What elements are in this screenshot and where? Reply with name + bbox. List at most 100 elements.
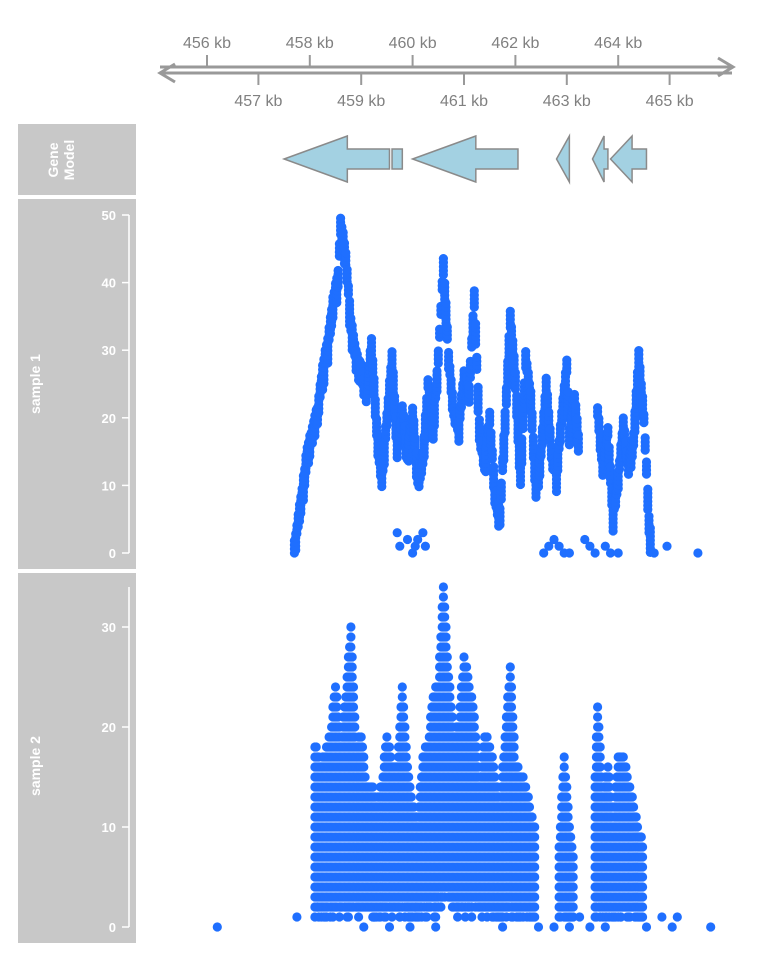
data-point: [526, 387, 536, 397]
y-tick-label: 20: [102, 720, 116, 735]
data-point: [357, 742, 368, 752]
data-point: [444, 672, 454, 682]
data-point: [505, 306, 515, 316]
genome-tick-label-top: 462 kb: [491, 35, 539, 52]
data-point: [332, 692, 342, 702]
data-point: [593, 403, 603, 413]
data-point: [438, 254, 448, 264]
data-point: [343, 281, 353, 291]
data-point: [693, 548, 703, 558]
data-point: [486, 428, 496, 438]
data-point: [330, 682, 341, 692]
data-point: [446, 375, 456, 385]
data-point: [462, 662, 472, 672]
data-point: [432, 366, 442, 376]
data-point: [545, 424, 555, 434]
data-point: [401, 742, 411, 752]
gene-feature-3: [555, 133, 571, 185]
data-point: [348, 702, 359, 712]
data-point: [639, 409, 649, 420]
data-point: [464, 381, 474, 391]
data-point: [508, 722, 518, 732]
data-point: [433, 346, 443, 356]
gene-feature-2: [410, 134, 519, 184]
data-point: [568, 852, 578, 862]
data-point: [509, 732, 519, 742]
data-point: [401, 752, 411, 762]
data-point: [506, 702, 517, 712]
data-point: [509, 742, 519, 752]
data-point: [467, 692, 477, 702]
data-point: [336, 213, 346, 223]
y-tick-label: 10: [102, 478, 116, 493]
data-point: [530, 892, 540, 902]
y-tick-label: 40: [102, 276, 116, 291]
data-point: [440, 602, 450, 612]
data-point: [530, 832, 540, 842]
data-point: [518, 772, 528, 782]
data-point: [346, 313, 356, 323]
data-point: [621, 762, 631, 772]
data-point: [392, 528, 402, 538]
data-point: [441, 642, 451, 652]
data-point: [562, 782, 572, 792]
data-point: [496, 478, 506, 488]
data-point: [568, 882, 578, 892]
y-tick-label: 10: [102, 820, 116, 835]
data-point: [442, 662, 452, 672]
data-point: [413, 534, 423, 545]
data-point: [564, 822, 575, 832]
data-point: [408, 403, 418, 413]
data-point: [662, 541, 672, 551]
data-point: [568, 872, 578, 882]
data-point: [370, 395, 380, 405]
y-tick-label: 50: [102, 208, 116, 223]
data-point: [402, 762, 413, 772]
data-point: [487, 752, 497, 762]
data-point: [618, 413, 628, 423]
genome-axis-left-arrow: [157, 62, 176, 84]
data-point: [406, 792, 416, 802]
data-point: [368, 355, 378, 365]
data-point: [635, 362, 645, 372]
data-point: [487, 446, 497, 456]
sample-2-points: [212, 582, 716, 932]
data-point: [509, 351, 519, 361]
data-point: [420, 541, 430, 551]
data-point: [530, 842, 540, 852]
data-point: [562, 792, 572, 802]
genome-tick-label-bottom: 463 kb: [543, 93, 591, 110]
data-point: [382, 732, 392, 742]
data-point: [472, 352, 482, 362]
data-point: [485, 407, 495, 417]
data-point: [528, 432, 539, 442]
data-point: [636, 379, 646, 389]
data-point: [445, 362, 455, 372]
data-point: [372, 414, 382, 424]
data-point: [342, 265, 352, 275]
genome-axis-right-arrow: [717, 56, 736, 78]
data-point: [341, 248, 351, 258]
data-point: [564, 548, 575, 558]
data-point: [620, 425, 630, 436]
data-point: [505, 662, 515, 672]
data-point: [595, 752, 605, 762]
data-point: [345, 296, 355, 306]
data-point: [643, 484, 653, 494]
data-point: [410, 433, 420, 443]
data-point: [400, 732, 410, 742]
data-point: [399, 410, 409, 420]
data-point: [524, 802, 535, 812]
y-tick-label: 0: [109, 920, 116, 935]
data-point: [311, 742, 321, 752]
data-point: [442, 322, 452, 332]
data-point: [622, 772, 632, 782]
data-point: [527, 812, 537, 822]
data-point: [404, 772, 414, 782]
data-point: [573, 430, 584, 440]
data-point: [356, 359, 366, 369]
sample-2-label: sample 2: [27, 736, 43, 796]
data-point: [593, 712, 603, 722]
data-point: [346, 642, 356, 652]
